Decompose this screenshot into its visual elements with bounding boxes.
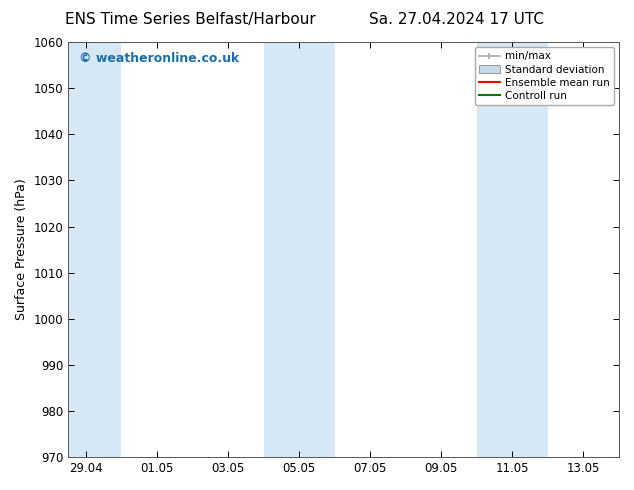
- Bar: [264, 42, 335, 457]
- Bar: [68, 42, 122, 457]
- Y-axis label: Surface Pressure (hPa): Surface Pressure (hPa): [15, 179, 28, 320]
- Bar: [477, 42, 548, 457]
- Text: ENS Time Series Belfast/Harbour: ENS Time Series Belfast/Harbour: [65, 12, 316, 27]
- Text: © weatheronline.co.uk: © weatheronline.co.uk: [79, 52, 240, 66]
- Legend: min/max, Standard deviation, Ensemble mean run, Controll run: min/max, Standard deviation, Ensemble me…: [475, 47, 614, 105]
- Text: Sa. 27.04.2024 17 UTC: Sa. 27.04.2024 17 UTC: [369, 12, 544, 27]
